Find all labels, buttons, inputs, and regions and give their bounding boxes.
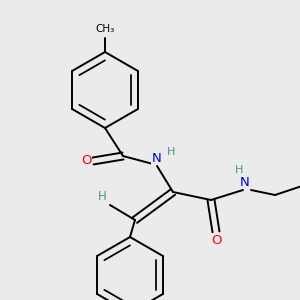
Text: CH₃: CH₃ xyxy=(95,24,115,34)
Text: H: H xyxy=(167,147,175,157)
Text: H: H xyxy=(98,190,106,203)
Text: O: O xyxy=(81,154,91,167)
Text: N: N xyxy=(152,152,162,164)
Text: H: H xyxy=(235,165,243,175)
Text: O: O xyxy=(212,233,222,247)
Text: N: N xyxy=(240,176,250,188)
